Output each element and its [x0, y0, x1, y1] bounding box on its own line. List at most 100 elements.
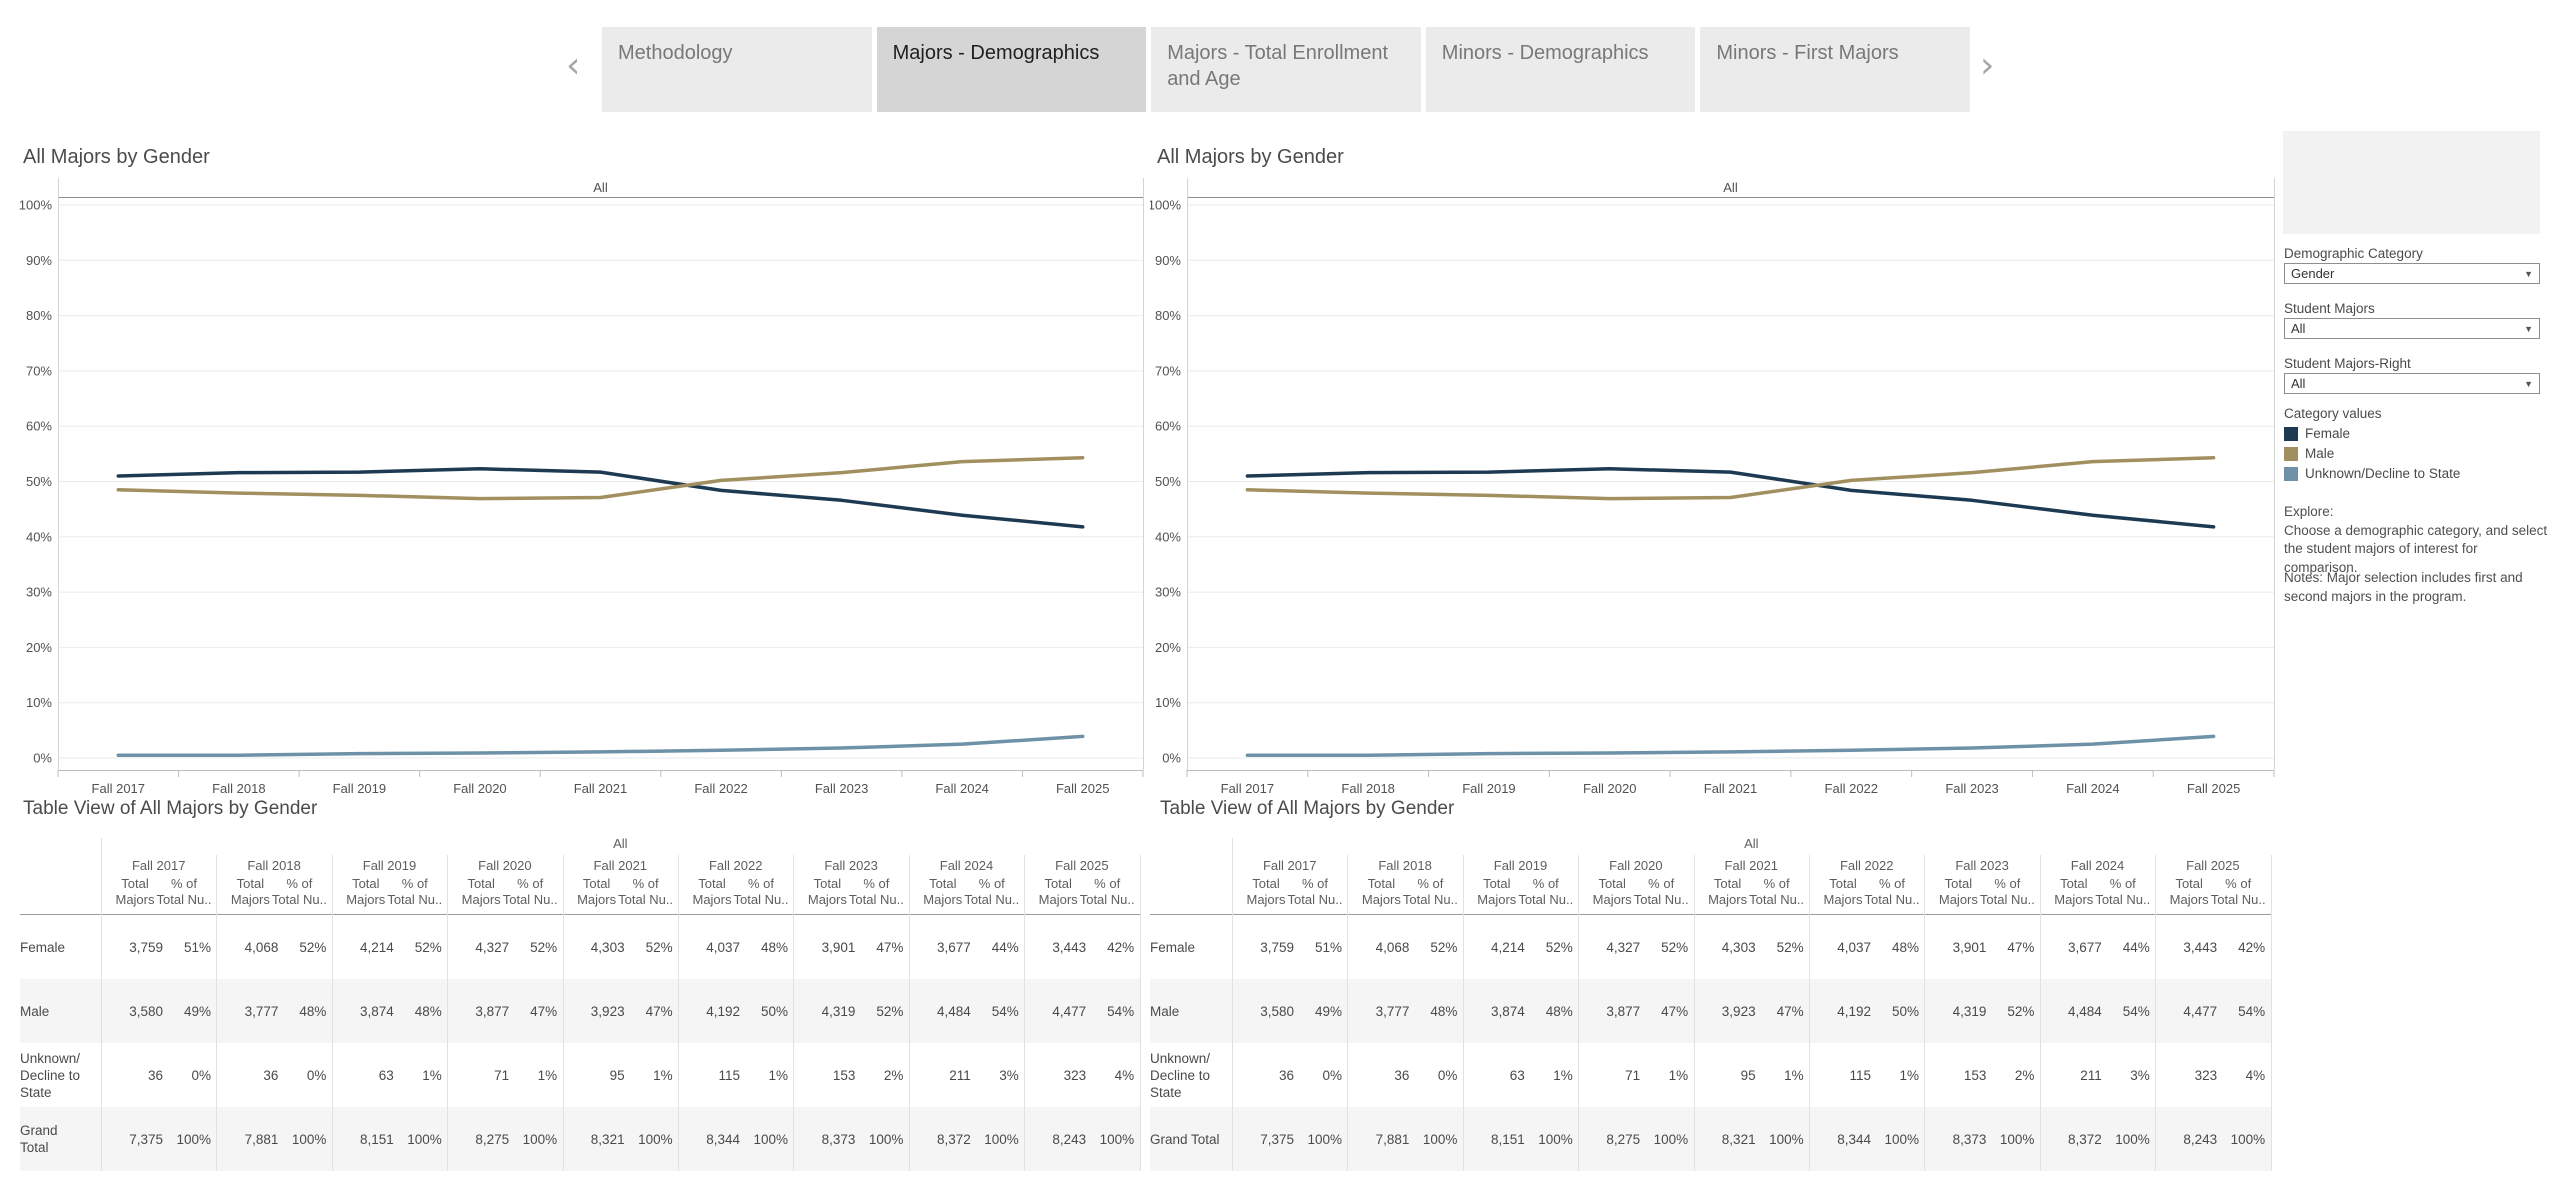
table-cell-count: 3,580 [129, 1003, 163, 1019]
table-cell-count: 63 [378, 1067, 394, 1083]
table-subheader-total: Total Majors [692, 876, 732, 907]
table-subheader-total: Total Majors [115, 876, 155, 907]
table-cell-pct: 100% [638, 1131, 673, 1147]
legend-swatch [2284, 466, 2298, 481]
table-year-header: Fall 2017 [131, 858, 186, 873]
series-line-unknown-decline-to-state[interactable] [1245, 734, 2216, 757]
series-line-male[interactable] [116, 455, 1085, 501]
table-subheader-total: Total Majors [1823, 876, 1863, 907]
chart-title-left: All Majors by Gender [23, 146, 210, 168]
table-column-separator [216, 855, 218, 1171]
table-subheader-pct: % of Total Nu.. [1079, 876, 1135, 907]
legend-label: Male [2305, 446, 2335, 461]
series-line-unknown-decline-to-state[interactable] [116, 734, 1085, 757]
table-cell-pct: 2% [2014, 1067, 2035, 1083]
x-axis-label: Fall 2020 [1583, 781, 1636, 796]
y-axis-label: 0% [33, 751, 52, 766]
table-cell-count: 4,327 [475, 939, 510, 955]
table-subheader-total: Total Majors [577, 876, 617, 907]
series-line-male[interactable] [1245, 455, 2216, 501]
table-cell-count: 4,068 [244, 939, 279, 955]
tab-strip: Methodology Majors - Demographics Majors -… [602, 27, 1970, 112]
y-axis-label: 10% [26, 695, 52, 710]
y-axis-label: 50% [26, 474, 52, 489]
selected-value: Gender [2291, 266, 2335, 281]
x-axis-label: Fall 2023 [815, 781, 868, 796]
table-subheader-total: Total Majors [230, 876, 270, 907]
table-cell-count: 4,319 [821, 1003, 856, 1019]
line-chart-left[interactable]: 0% 10% 20% 30% 40% 50% 60% 70% 80% 90% 100% All Fall… [0, 175, 1150, 800]
table-cell-count: 211 [949, 1067, 971, 1083]
filter-student-majors: Student Majors All ▼ [2284, 301, 2540, 339]
filter-label: Demographic Category [2284, 246, 2423, 261]
table-column-separator [331, 855, 333, 1171]
x-axis-label: Fall 2020 [453, 781, 506, 796]
y-axis-label: 80% [26, 308, 52, 323]
table-cell-count: 36 [1278, 1067, 1294, 1083]
tab-minors-first-majors[interactable]: Minors - First Majors [1700, 27, 1970, 112]
filter-select-student-majors-right[interactable]: All ▼ [2284, 373, 2540, 394]
tab-majors-demographics[interactable]: Majors - Demographics [876, 27, 1147, 112]
sidebar-blank-panel [2283, 131, 2540, 234]
table-cell-pct: 3% [999, 1067, 1019, 1083]
table-subheader-pct: % of Total Nu.. [2095, 876, 2151, 907]
chart-title-right: All Majors by Gender [1157, 146, 1344, 168]
y-axis-label: 20% [26, 640, 52, 655]
series-line-female[interactable] [1245, 467, 2216, 529]
series-line-female[interactable] [116, 467, 1085, 529]
table-cell-count: 3,923 [590, 1003, 625, 1019]
tab-methodology[interactable]: Methodology [602, 27, 872, 112]
table-cell-pct: 47% [1776, 1003, 1804, 1019]
filter-select-demographic-category[interactable]: Gender ▼ [2284, 263, 2540, 284]
table-cell-pct: 47% [530, 1003, 558, 1019]
table-column-separator [447, 855, 449, 1171]
table-cell-count: 3,877 [475, 1003, 510, 1019]
table-subheader-total: Total Majors [1938, 876, 1978, 907]
table-cell-count: 8,372 [937, 1131, 971, 1147]
line-chart-right[interactable]: 0% 10% 20% 30% 40% 50% 60% 70% 80% 90% 100% All Fall… [1150, 175, 2283, 800]
table-cell-pct: 100% [291, 1131, 327, 1147]
table-cell-pct: 52% [876, 1003, 904, 1019]
tab-majors-total-enrollment-and-age[interactable]: Majors - Total Enrollment and Age [1151, 27, 1421, 112]
table-cell-count: 8,344 [1837, 1131, 1871, 1147]
y-axis-label: 40% [26, 529, 52, 544]
y-axis-label: 90% [1155, 253, 1181, 268]
table-cell-count: 63 [1509, 1067, 1525, 1083]
legend-item-female[interactable]: Female [2284, 426, 2544, 441]
table-cell-count: 3,580 [1260, 1003, 1294, 1019]
table-cell-pct: 1% [422, 1067, 442, 1083]
table-cell-count: 3,777 [1375, 1003, 1410, 1019]
legend-item-male[interactable]: Male [2284, 446, 2544, 461]
row-stripe [1150, 979, 2271, 1043]
tabs-next-icon[interactable]: › [1980, 45, 1995, 86]
table-cell-pct: 1% [537, 1067, 558, 1083]
table-cell-count: 4,037 [1837, 939, 1871, 955]
x-axis-label: Fall 2017 [1221, 781, 1274, 796]
table-subheader-total: Total Majors [1038, 876, 1078, 907]
explore-note: Explore: Choose a demographic category, … [2284, 503, 2552, 577]
table-cell-count: 36 [147, 1067, 163, 1083]
filter-select-student-majors[interactable]: All ▼ [2284, 318, 2540, 339]
selected-value: All [2291, 376, 2306, 391]
table-cell-pct: 44% [991, 939, 1019, 955]
tabs-prev-icon[interactable]: ‹ [566, 45, 581, 86]
table-cell-pct: 48% [760, 939, 788, 955]
x-axis-label: Fall 2022 [694, 781, 747, 796]
table-cell-count: 3,901 [1952, 939, 1987, 955]
filter-student-majors-right: Student Majors-Right All ▼ [2284, 356, 2540, 394]
x-axis-label: Fall 2019 [1462, 781, 1515, 796]
table-cell-count: 8,243 [2183, 1131, 2218, 1147]
tab-minors-demographics[interactable]: Minors - Demographics [1425, 27, 1696, 112]
table-cell-pct: 54% [2238, 1003, 2266, 1019]
x-axis-label: Fall 2018 [212, 781, 265, 796]
table-cell-count: 8,372 [2068, 1131, 2102, 1147]
legend-item-unknown-decline-to-state[interactable]: Unknown/Decline to State [2284, 466, 2544, 481]
table-column-separator [1693, 855, 1695, 1171]
table-cell-count: 3,759 [1260, 939, 1294, 955]
table-cell-pct: 0% [191, 1067, 211, 1083]
y-axis-label: 60% [1155, 419, 1181, 434]
table-cell-count: 115 [718, 1067, 740, 1083]
table-subheader-pct: % of Total Nu.. [387, 876, 443, 907]
table-cell-count: 3,877 [1606, 1003, 1641, 1019]
